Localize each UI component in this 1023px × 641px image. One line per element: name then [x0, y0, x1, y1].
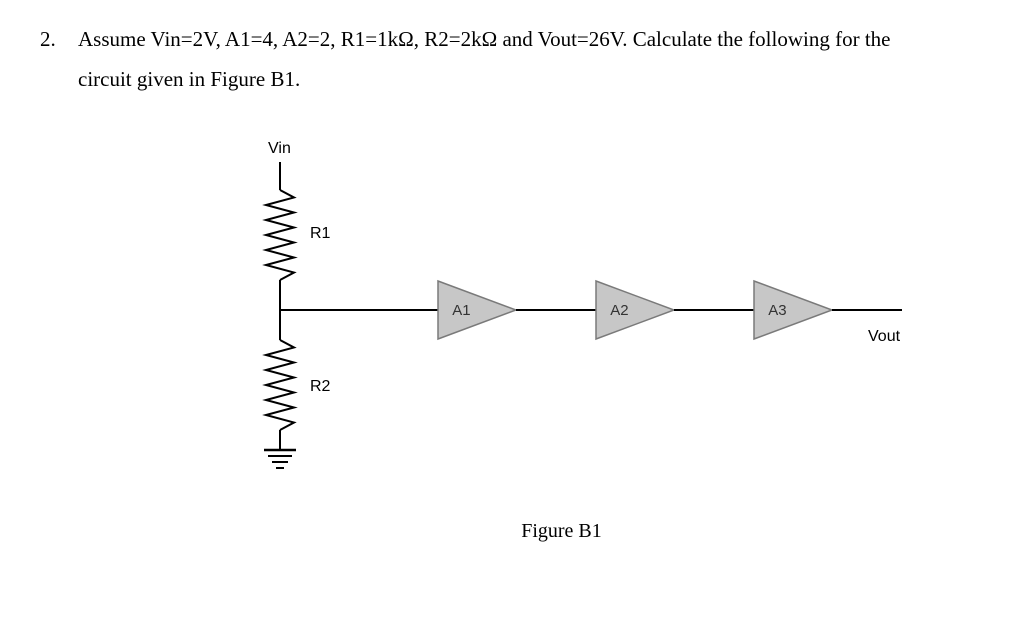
circuit-svg: A1 A2 A3: [220, 130, 920, 490]
amp-a2: [596, 281, 674, 339]
vout-label: Vout: [868, 328, 900, 346]
amp-a2-label: A2: [610, 302, 628, 319]
question-row: 2. Assume Vin=2V, A1=4, A2=2, R1=1kΩ, R2…: [40, 20, 983, 100]
r1-label: R1: [310, 225, 330, 243]
amp-a1-label: A1: [452, 302, 470, 319]
r2-label: R2: [310, 378, 330, 396]
question-number: 2.: [40, 20, 60, 60]
question-text: Assume Vin=2V, A1=4, A2=2, R1=1kΩ, R2=2k…: [78, 20, 983, 100]
question-line2: circuit given in Figure B1.: [78, 67, 300, 91]
amp-a3: [754, 281, 832, 339]
figure-caption: Figure B1: [140, 520, 983, 543]
amp-a3-label: A3: [768, 302, 786, 319]
circuit-diagram: A1 A2 A3 Vin R1 R2 Vout: [220, 130, 920, 510]
question-line1: Assume Vin=2V, A1=4, A2=2, R1=1kΩ, R2=2k…: [78, 27, 890, 51]
vin-label: Vin: [268, 140, 291, 158]
amp-a1: [438, 281, 516, 339]
